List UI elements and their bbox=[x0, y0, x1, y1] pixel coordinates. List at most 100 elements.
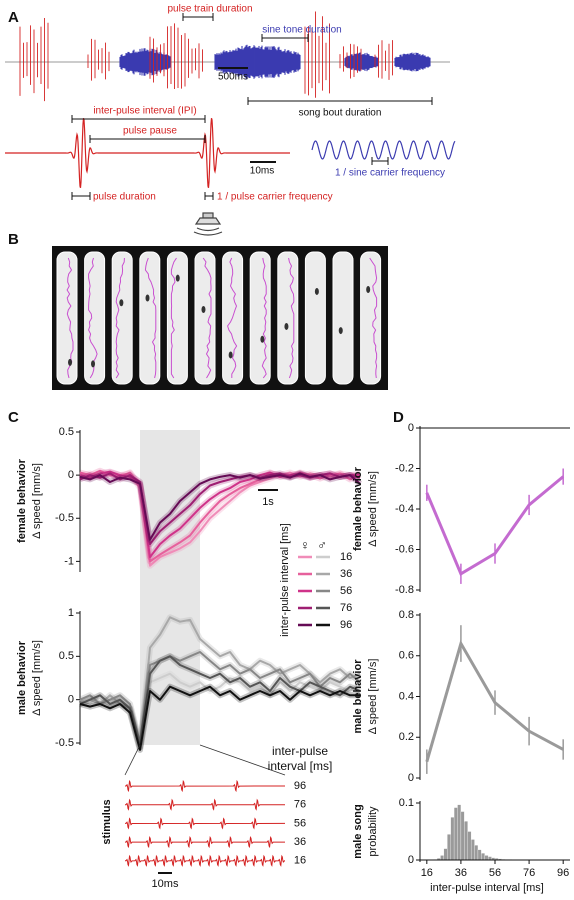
fly bbox=[260, 335, 265, 343]
ipi-label: 96 bbox=[294, 780, 306, 792]
inset-title: interval [ms] bbox=[268, 759, 333, 773]
y-tick-label: 0.8 bbox=[399, 609, 414, 621]
scale-label: 1s bbox=[262, 496, 274, 508]
x-tick-label: 76 bbox=[523, 867, 535, 879]
fly-track bbox=[202, 257, 212, 379]
zoom-line bbox=[124, 744, 141, 776]
y-tick-label: 1 bbox=[68, 607, 74, 619]
y-tick-label: 0.2 bbox=[399, 731, 414, 743]
fly-track bbox=[261, 257, 267, 379]
y-axis-label: male behavior bbox=[16, 640, 28, 715]
y-tick-label: -0.6 bbox=[395, 543, 414, 555]
legend-label: 36 bbox=[340, 568, 352, 580]
hist-bar bbox=[450, 817, 455, 861]
hist-bar bbox=[481, 853, 485, 861]
panel-label: C bbox=[8, 409, 19, 426]
chamber bbox=[111, 251, 133, 385]
chamber bbox=[139, 251, 161, 385]
hist-bar bbox=[464, 821, 468, 861]
panel-label: D bbox=[393, 409, 404, 426]
y-axis-label: Δ speed [mm/s] bbox=[31, 640, 43, 716]
pulse-train bbox=[125, 836, 286, 849]
hist-bar bbox=[460, 811, 465, 861]
hist-bar bbox=[457, 804, 462, 861]
fly-track bbox=[66, 257, 74, 379]
hist-bar bbox=[447, 834, 451, 861]
hist-bar bbox=[484, 855, 489, 861]
pulse-train bbox=[125, 854, 286, 867]
series-line bbox=[79, 685, 360, 751]
hist-bar bbox=[443, 848, 448, 861]
legend-symbol: ♂ bbox=[317, 537, 327, 552]
panel-label: A bbox=[8, 9, 19, 26]
chamber bbox=[277, 251, 299, 385]
fly bbox=[284, 322, 289, 330]
legend-symbol: ♀ bbox=[300, 537, 310, 552]
x-axis-label: inter-pulse interval [ms] bbox=[430, 882, 544, 894]
fly bbox=[91, 360, 96, 368]
hist-bar bbox=[474, 845, 479, 861]
legend-title: inter-pulse interval [ms] bbox=[279, 523, 291, 637]
y-tick-label: -0.2 bbox=[395, 462, 414, 474]
x-tick-label: 96 bbox=[557, 867, 569, 879]
series-line bbox=[79, 655, 361, 749]
hist-bar bbox=[470, 839, 475, 861]
x-tick-label: 16 bbox=[421, 867, 433, 879]
speaker-icon bbox=[193, 212, 223, 236]
series-line bbox=[79, 472, 361, 541]
inset-title: inter-pulse bbox=[272, 744, 328, 758]
chamber bbox=[304, 251, 326, 385]
scale-label: 10ms bbox=[152, 878, 179, 890]
ipi-label: 76 bbox=[294, 799, 306, 811]
y-tick-label: 0.5 bbox=[59, 650, 74, 662]
fly-track bbox=[369, 257, 378, 379]
fly bbox=[119, 299, 124, 307]
fly-track bbox=[144, 257, 157, 379]
fly bbox=[314, 287, 319, 295]
ipi-label: 36 bbox=[294, 836, 306, 848]
hist-bar bbox=[488, 856, 492, 861]
fly-track bbox=[115, 257, 125, 379]
y-axis-label: female behavior bbox=[16, 458, 28, 542]
hist-bar bbox=[467, 831, 472, 861]
ipi-label: 16 bbox=[294, 855, 306, 867]
y-tick-label: 0.5 bbox=[59, 426, 74, 438]
pulse-waveform bbox=[5, 118, 290, 188]
legend-label: 56 bbox=[340, 585, 352, 597]
y-tick-label: 0 bbox=[68, 694, 74, 706]
chamber bbox=[56, 251, 78, 385]
fly bbox=[145, 294, 150, 302]
hist-bar bbox=[477, 849, 482, 861]
y-axis-label: Δ speed [mm/s] bbox=[31, 463, 43, 539]
chamber bbox=[360, 251, 382, 385]
annotation: 1 / pulse carrier frequency bbox=[217, 192, 333, 203]
chamber bbox=[194, 251, 216, 385]
pulse-train bbox=[125, 817, 286, 830]
chamber bbox=[166, 251, 188, 385]
annotation: 500ms bbox=[218, 72, 248, 83]
y-tick-label: 0.6 bbox=[399, 650, 414, 662]
y-axis-label: Δ speed [mm/s] bbox=[367, 659, 379, 735]
fly-track bbox=[88, 257, 98, 379]
fly bbox=[338, 327, 343, 335]
annotation: song bout duration bbox=[299, 108, 382, 119]
annotation: sine tone duration bbox=[262, 25, 342, 36]
pulse-train bbox=[125, 779, 286, 793]
chamber bbox=[332, 251, 354, 385]
y-tick-label: -0.5 bbox=[55, 512, 74, 524]
annotation: inter-pulse interval (IPI) bbox=[93, 106, 196, 117]
y-tick-label: -0.5 bbox=[55, 737, 74, 749]
chamber bbox=[249, 251, 271, 385]
legend-label: 96 bbox=[340, 619, 352, 631]
y-axis-label: male song bbox=[352, 804, 364, 858]
arena-photo bbox=[52, 246, 388, 390]
y-tick-label: 0.4 bbox=[399, 690, 414, 702]
fly-track bbox=[288, 257, 295, 379]
y-tick-label: 0 bbox=[408, 422, 414, 434]
fly-track bbox=[170, 257, 177, 379]
fly bbox=[201, 305, 206, 313]
y-tick-label: 0 bbox=[68, 469, 74, 481]
fly bbox=[68, 358, 73, 366]
